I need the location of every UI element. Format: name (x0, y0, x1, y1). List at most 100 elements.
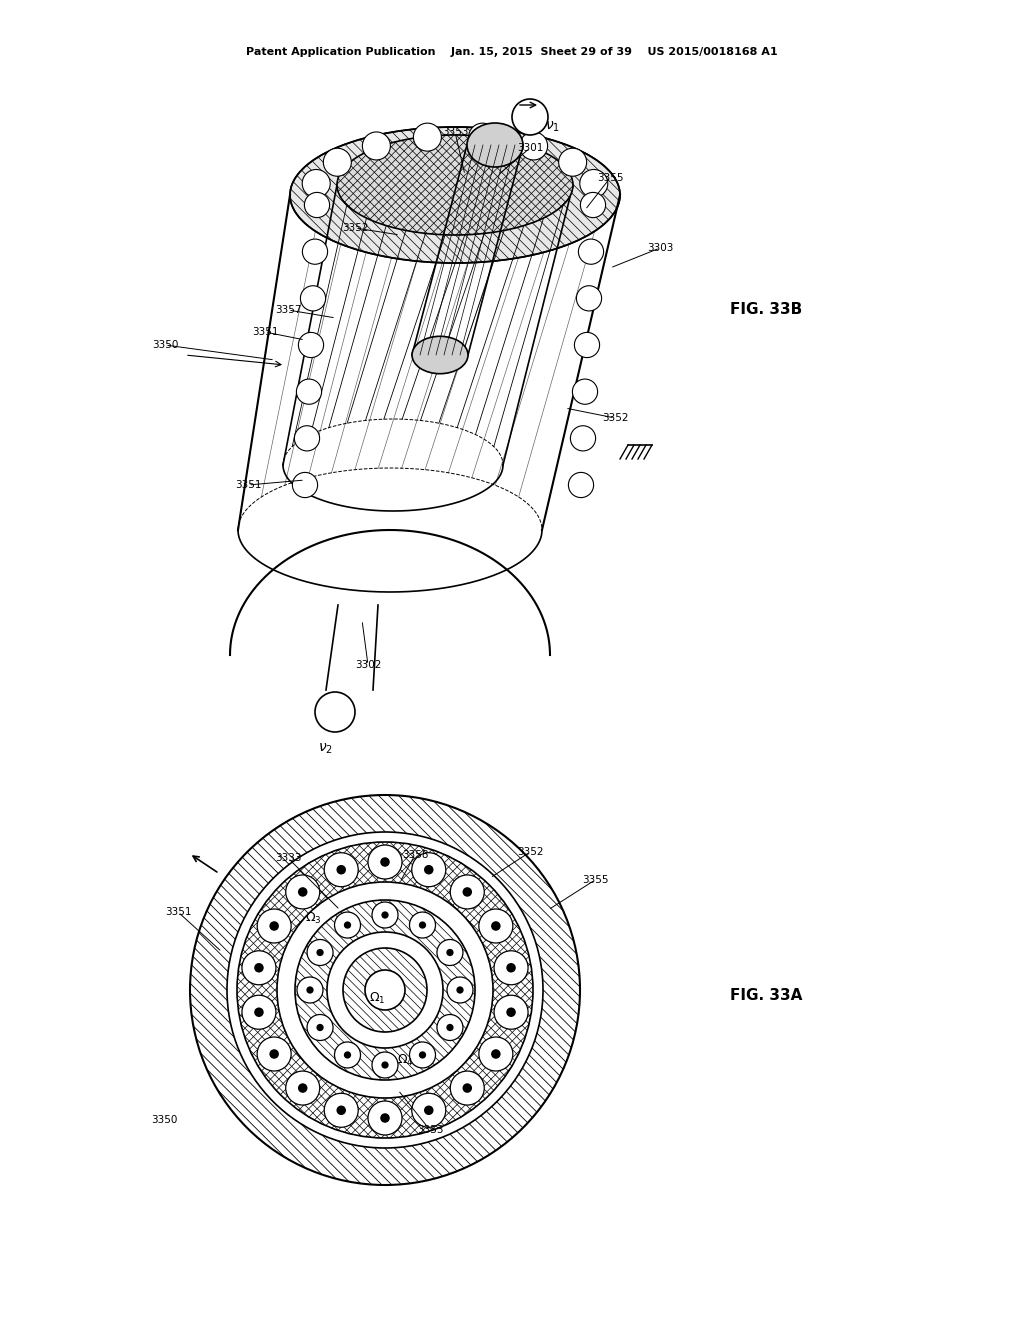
Circle shape (295, 900, 475, 1080)
Text: 3357: 3357 (274, 305, 301, 315)
Text: 3350: 3350 (152, 1115, 178, 1125)
Circle shape (579, 239, 603, 264)
Ellipse shape (337, 135, 573, 235)
Circle shape (335, 1041, 360, 1068)
Circle shape (335, 912, 360, 939)
Text: 3353: 3353 (441, 127, 468, 137)
Ellipse shape (412, 337, 468, 374)
Circle shape (365, 970, 406, 1010)
Circle shape (414, 123, 441, 150)
Circle shape (574, 333, 600, 358)
Text: $\Omega_1$: $\Omega_1$ (369, 990, 385, 1006)
Circle shape (304, 193, 330, 218)
Circle shape (494, 995, 528, 1030)
Circle shape (437, 940, 463, 965)
Circle shape (419, 1051, 426, 1059)
Circle shape (302, 169, 330, 198)
Circle shape (572, 379, 598, 404)
Circle shape (316, 1024, 324, 1031)
Circle shape (327, 932, 443, 1048)
Circle shape (492, 921, 501, 931)
Circle shape (451, 875, 484, 909)
Circle shape (368, 845, 402, 879)
Circle shape (479, 1038, 513, 1071)
Circle shape (325, 853, 358, 887)
Circle shape (296, 379, 322, 404)
Circle shape (242, 950, 275, 985)
Circle shape (451, 1071, 484, 1105)
Circle shape (424, 865, 433, 874)
Circle shape (286, 875, 319, 909)
Circle shape (412, 853, 445, 887)
Text: Patent Application Publication    Jan. 15, 2015  Sheet 29 of 39    US 2015/00181: Patent Application Publication Jan. 15, … (246, 48, 778, 57)
Circle shape (307, 940, 333, 965)
Circle shape (278, 882, 493, 1098)
Circle shape (372, 1052, 398, 1078)
Ellipse shape (290, 127, 620, 263)
Circle shape (254, 964, 264, 973)
Circle shape (494, 950, 528, 985)
Circle shape (344, 921, 351, 929)
Circle shape (297, 977, 323, 1003)
Text: 3355: 3355 (582, 875, 608, 884)
Text: FIG. 33A: FIG. 33A (730, 987, 803, 1002)
Circle shape (437, 1015, 463, 1040)
Circle shape (570, 426, 596, 451)
Circle shape (381, 1061, 389, 1069)
Circle shape (410, 1041, 435, 1068)
Circle shape (343, 948, 427, 1032)
Circle shape (324, 148, 351, 177)
Circle shape (492, 1049, 501, 1059)
Circle shape (424, 1106, 433, 1115)
Circle shape (286, 1071, 319, 1105)
Circle shape (463, 1084, 472, 1093)
Circle shape (380, 857, 390, 867)
Circle shape (446, 1024, 454, 1031)
Circle shape (316, 949, 324, 956)
Circle shape (362, 132, 390, 160)
Circle shape (257, 1038, 291, 1071)
Circle shape (412, 1093, 445, 1127)
Circle shape (337, 865, 346, 874)
Text: 3352: 3352 (342, 223, 369, 234)
Circle shape (410, 912, 435, 939)
Text: 3351: 3351 (234, 480, 261, 490)
Circle shape (302, 239, 328, 264)
Circle shape (307, 1015, 333, 1040)
Circle shape (559, 148, 587, 177)
Circle shape (227, 832, 543, 1148)
Circle shape (368, 1101, 402, 1135)
Text: 3301: 3301 (517, 143, 543, 153)
Circle shape (315, 692, 355, 733)
Circle shape (237, 842, 534, 1138)
Circle shape (242, 995, 275, 1030)
Ellipse shape (467, 123, 523, 168)
Text: 3350: 3350 (152, 341, 178, 350)
Text: 3302: 3302 (354, 660, 381, 671)
Text: 3352: 3352 (517, 847, 544, 857)
Text: 3353: 3353 (417, 1125, 443, 1135)
Circle shape (306, 986, 313, 994)
Circle shape (446, 949, 454, 956)
Circle shape (344, 1051, 351, 1059)
Circle shape (269, 921, 279, 931)
Circle shape (506, 964, 516, 973)
Circle shape (190, 795, 580, 1185)
Circle shape (300, 285, 326, 312)
Circle shape (479, 909, 513, 942)
Text: 3358: 3358 (401, 850, 428, 861)
Circle shape (457, 986, 464, 994)
Circle shape (298, 333, 324, 358)
Text: 3352: 3352 (602, 413, 629, 422)
Circle shape (325, 1093, 358, 1127)
Text: 3303: 3303 (647, 243, 673, 253)
Circle shape (581, 193, 605, 218)
Circle shape (568, 473, 594, 498)
Text: $\Omega_3$: $\Omega_3$ (305, 911, 322, 925)
Text: 3351: 3351 (165, 907, 191, 917)
Text: $\nu_1$: $\nu_1$ (545, 120, 560, 135)
Circle shape (381, 911, 389, 919)
Text: $\Omega_4$: $\Omega_4$ (396, 1052, 414, 1068)
Circle shape (463, 887, 472, 896)
Circle shape (419, 921, 426, 929)
